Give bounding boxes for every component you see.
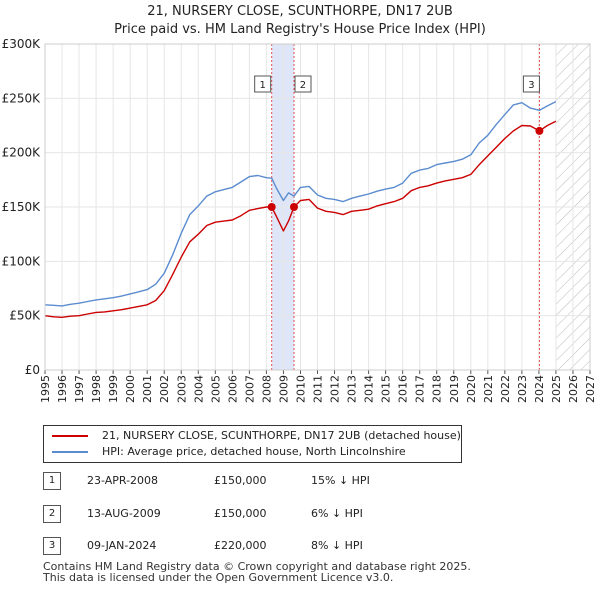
legend-label-hpi: HPI: Average price, detached house, Nort… — [102, 445, 406, 458]
x-tick-label: 2008 — [260, 375, 273, 403]
sale-marker-number: 3 — [528, 80, 534, 91]
sale-dot-2 — [289, 203, 298, 211]
chart-title-address: 21, NURSERY CLOSE, SCUNTHORPE, DN17 2UB — [147, 4, 453, 19]
table-row: 1 23-APR-2008 £150,000 15% ↓ HPI — [43, 472, 443, 492]
x-tick-label: 2019 — [448, 375, 461, 403]
sale-number-badge: 2 — [43, 505, 61, 523]
x-tick-label: 2009 — [277, 375, 290, 403]
sale-marker-3: 3 — [522, 75, 540, 93]
sale-hpi-diff: 15% ↓ HPI — [311, 474, 370, 487]
sale-date: 09-JAN-2024 — [87, 539, 157, 552]
legend: 21, NURSERY CLOSE, SCUNTHORPE, DN17 2UB … — [43, 425, 462, 463]
sale-dot-1 — [267, 203, 276, 211]
x-tick-label: 2010 — [294, 375, 307, 403]
x-tick-label: 2004 — [192, 375, 205, 403]
x-tick-label: 2025 — [550, 375, 563, 403]
x-tick-label: 2015 — [380, 375, 393, 403]
sale-date: 23-APR-2008 — [87, 474, 159, 487]
x-tick-label: 2016 — [397, 375, 410, 403]
sale-price: £150,000 — [214, 507, 267, 520]
sale-dots — [267, 126, 544, 211]
x-tick-label: 2022 — [499, 375, 512, 403]
sale-marker-1: 1 — [254, 75, 272, 93]
x-tick-label: 2012 — [329, 375, 342, 403]
y-tick-label: £300K — [2, 37, 42, 51]
x-axis-ticks: 1995 1996 1997 1998 1999 2000 2001 2002 2003 2004… — [39, 370, 597, 403]
sale-dot-3 — [535, 126, 544, 135]
x-tick-label: 2001 — [141, 375, 154, 403]
y-tick-label: £50K — [9, 309, 41, 323]
x-tick-label: 1995 — [39, 375, 52, 403]
x-tick-label: 2026 — [567, 375, 580, 403]
price-chart: £0 £50K £100K £150K £200K £250K £300K 1995 1996… — [2, 37, 597, 403]
x-tick-label: 2017 — [414, 375, 427, 403]
x-tick-label: 2007 — [243, 375, 256, 403]
sale-marker-number: 1 — [259, 80, 265, 91]
x-tick-label: 2002 — [158, 375, 171, 403]
x-tick-label: 2000 — [124, 375, 137, 403]
x-tick-label: 2018 — [431, 375, 444, 403]
sale-marker-number: 2 — [300, 80, 306, 91]
sale-price: £150,000 — [214, 474, 267, 487]
x-tick-label: 1999 — [107, 375, 120, 403]
sale-number-badge: 3 — [43, 537, 61, 555]
y-tick-label: £250K — [2, 91, 42, 105]
sale-date: 13-AUG-2009 — [87, 507, 161, 520]
sale-hpi-diff: 6% ↓ HPI — [311, 507, 363, 520]
sale-marker-2: 2 — [294, 75, 312, 93]
x-tick-label: 2027 — [584, 375, 597, 403]
x-tick-label: 2005 — [209, 375, 222, 403]
x-tick-label: 2023 — [516, 375, 529, 403]
y-tick-label: £100K — [2, 254, 42, 268]
footer-line-2: This data is licensed under the Open Gov… — [43, 571, 394, 584]
sale-hpi-diff: 8% ↓ HPI — [311, 539, 363, 552]
table-row: 3 09-JAN-2024 £220,000 8% ↓ HPI — [43, 537, 443, 557]
sale-number-badge: 1 — [43, 472, 61, 490]
x-tick-label: 1997 — [73, 375, 86, 403]
y-axis-ticks: £0 £50K £100K £150K £200K £250K £300K — [2, 37, 42, 377]
x-tick-label: 1998 — [90, 375, 103, 403]
y-tick-label: £150K — [2, 200, 42, 214]
sale-price: £220,000 — [214, 539, 267, 552]
y-tick-label: £200K — [2, 146, 42, 160]
legend-label-property: 21, NURSERY CLOSE, SCUNTHORPE, DN17 2UB … — [102, 429, 461, 442]
x-tick-label: 2003 — [175, 375, 188, 403]
plot-border — [44, 43, 591, 371]
x-tick-label: 2013 — [346, 375, 359, 403]
sale-marker-box — [294, 75, 312, 93]
sale-marker-box — [522, 75, 540, 93]
table-row: 2 13-AUG-2009 £150,000 6% ↓ HPI — [43, 505, 443, 525]
x-tick-label: 1996 — [56, 375, 69, 403]
x-tick-label: 2024 — [533, 375, 546, 403]
property-line-swatch — [52, 435, 88, 437]
footer-attribution: Contains HM Land Registry data © Crown c… — [43, 561, 471, 583]
hpi-line-swatch — [52, 451, 88, 453]
hpi-line — [45, 100, 557, 307]
x-tick-label: 2021 — [482, 375, 495, 403]
footer-line-1: Contains HM Land Registry data © Crown c… — [43, 560, 471, 573]
x-tick-label: 2011 — [312, 375, 325, 403]
sale-marker-labels: 1 2 3 — [254, 75, 540, 93]
chart-subtitle: Price paid vs. HM Land Registry's House … — [114, 22, 486, 37]
y-tick-label: £0 — [25, 363, 40, 377]
x-tick-label: 2006 — [226, 375, 239, 403]
sale-marker-box — [254, 75, 272, 93]
x-tick-label: 2020 — [465, 375, 478, 403]
x-tick-label: 2014 — [363, 375, 376, 403]
